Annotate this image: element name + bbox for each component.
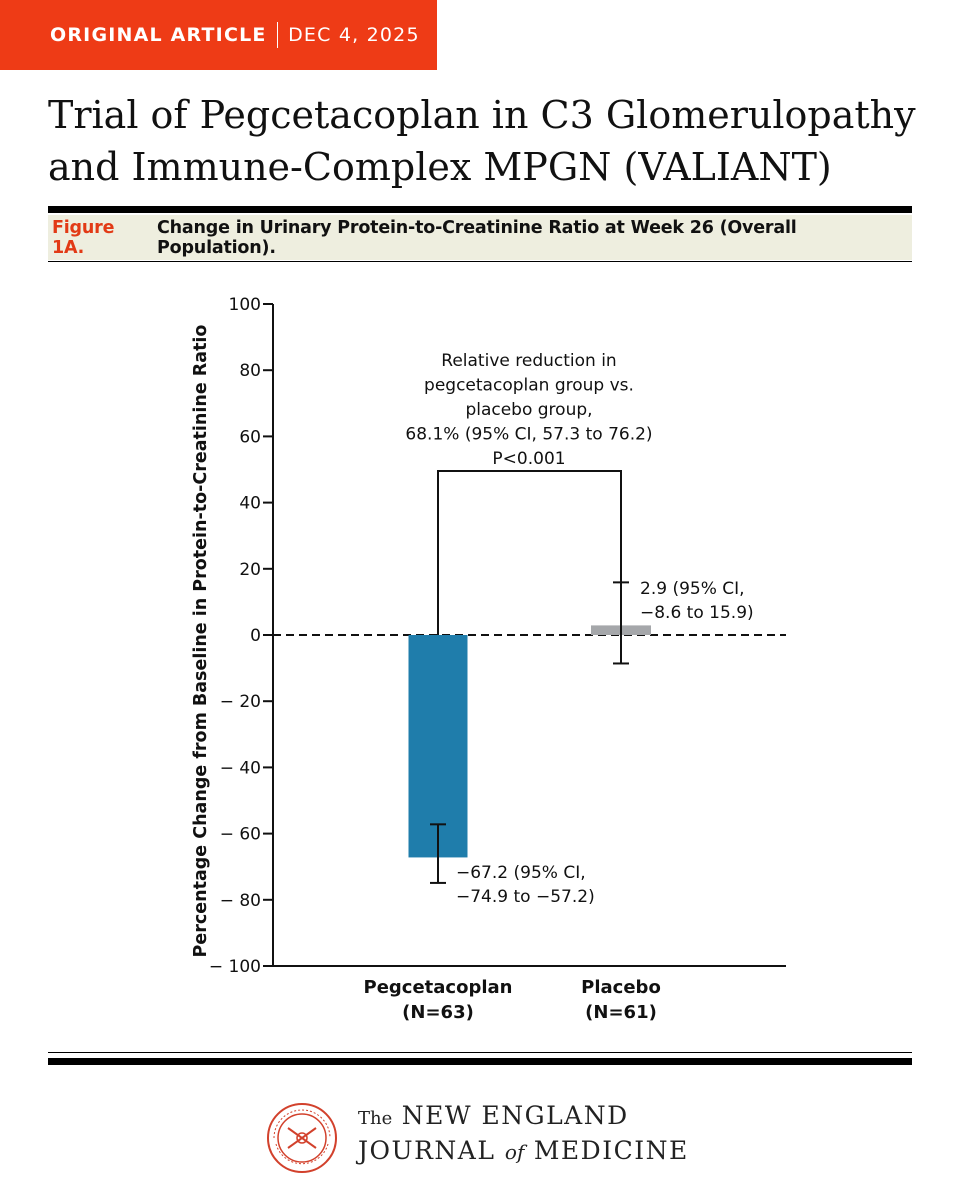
banner-divider [276, 22, 279, 48]
wordmark-the: The [358, 1108, 393, 1129]
y-tick-label: 100 [229, 295, 261, 315]
y-tick-label: − 80 [220, 891, 261, 911]
bottom-rule-thick [48, 1058, 912, 1065]
annotation-line: placebo group, [465, 400, 592, 420]
top-rule [48, 206, 912, 213]
wordmark-medicine: MEDICINE [533, 1136, 689, 1165]
annotation-line: 68.1% (95% CI, 57.3 to 76.2) [405, 425, 652, 445]
caption-bottom-rule [48, 261, 912, 262]
data-label-pegcetacoplan: −67.2 (95% CI, [456, 863, 586, 883]
bottom-rule-thin [48, 1052, 912, 1053]
y-tick-label: − 40 [220, 758, 261, 778]
article-type-label: ORIGINAL ARTICLE [50, 24, 267, 46]
y-tick-label: 40 [239, 494, 261, 514]
wordmark-new-england: NEW ENGLAND [401, 1101, 629, 1130]
y-tick-label: − 20 [220, 692, 261, 712]
y-tick-label: − 60 [220, 825, 261, 845]
y-tick-label: 20 [239, 560, 261, 580]
x-category-label: Pegcetacoplan [364, 977, 513, 998]
y-tick-label: 80 [239, 361, 261, 381]
article-date: DEC 4, 2025 [288, 24, 420, 46]
annotation-line: pegcetacoplan group vs. [424, 376, 634, 396]
figure-caption-band: Figure 1A. Change in Urinary Protein-to-… [48, 215, 912, 260]
article-title-line1: Trial of Pegcetacoplan in C3 Glomerulopa… [48, 93, 916, 137]
x-category-n-label: (N=63) [402, 1002, 474, 1023]
wordmark-journal: JOURNAL [358, 1136, 496, 1165]
annotation-line: Relative reduction in [441, 351, 616, 371]
y-tick-label: 60 [239, 427, 261, 447]
x-category-n-label: (N=61) [585, 1002, 657, 1023]
article-title: Trial of Pegcetacoplan in C3 Glomerulopa… [48, 89, 928, 193]
journal-wordmark: The NEW ENGLAND JOURNAL of MEDICINE [358, 1100, 689, 1168]
y-tick-label: 0 [250, 626, 261, 646]
y-axis: 100 80 60 40 20 0 − 20 − 40 − 60 − 80 − 100Percent… [191, 295, 786, 977]
chart-labels: Relative reduction in pegcetacoplan group… [364, 351, 754, 1023]
data-label-placebo: −8.6 to 15.9) [640, 603, 754, 623]
y-tick-label: − 100 [209, 957, 261, 977]
figure-label: Figure 1A. [52, 217, 115, 258]
article-title-line2: and Immune-Complex MPGN (VALIANT) [48, 145, 832, 189]
nejm-seal-icon [267, 1103, 337, 1173]
bar-pegcetacoplan [408, 635, 468, 858]
bar-chart: 100 80 60 40 20 0 − 20 − 40 − 60 − 80 − 100Percent… [191, 295, 786, 1023]
data-label-pegcetacoplan: −74.9 to −57.2) [456, 887, 595, 907]
data-label-placebo: 2.9 (95% CI, [640, 579, 745, 599]
annotation-line: P<0.001 [492, 449, 565, 469]
wordmark-of: of [504, 1140, 525, 1164]
comparison-bracket [437, 470, 622, 635]
figure-caption: Change in Urinary Protein-to-Creatinine … [157, 217, 797, 258]
chart-marks [273, 470, 786, 884]
y-axis-title: Percentage Change from Baseline in Prote… [191, 325, 211, 958]
x-category-label: Placebo [581, 977, 661, 998]
article-type-banner: ORIGINAL ARTICLE DEC 4, 2025 [0, 0, 437, 70]
